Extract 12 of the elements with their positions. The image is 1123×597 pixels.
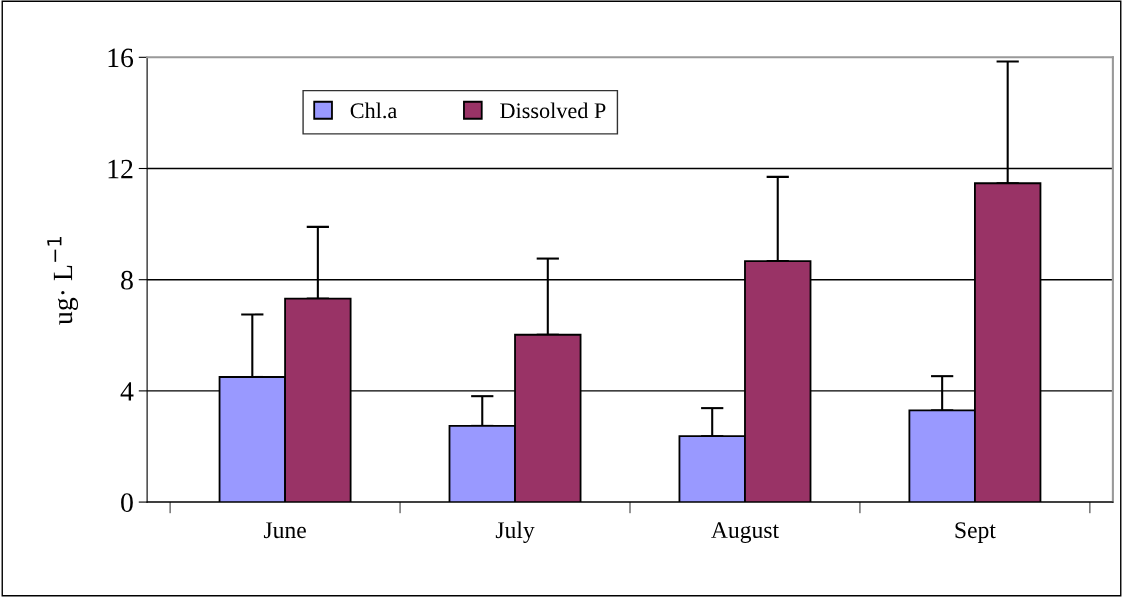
- x-tick-label: Sept: [955, 522, 996, 543]
- y-tick-label: 8: [121, 270, 133, 290]
- legend-label: Chl.a: [350, 102, 397, 119]
- legend-label: Dissolved P: [500, 102, 606, 119]
- y-tick-label: 0: [121, 493, 133, 512]
- y-axis-title: ug· L$^{−1}$: [47, 237, 79, 325]
- y-tick-label: 12: [108, 159, 133, 179]
- x-tick-label: August: [711, 522, 779, 543]
- x-tick-label: June: [263, 522, 306, 539]
- y-tick-label: 4: [120, 382, 134, 401]
- y-tick-label: 16: [108, 48, 134, 68]
- x-tick-label: July: [495, 521, 535, 543]
